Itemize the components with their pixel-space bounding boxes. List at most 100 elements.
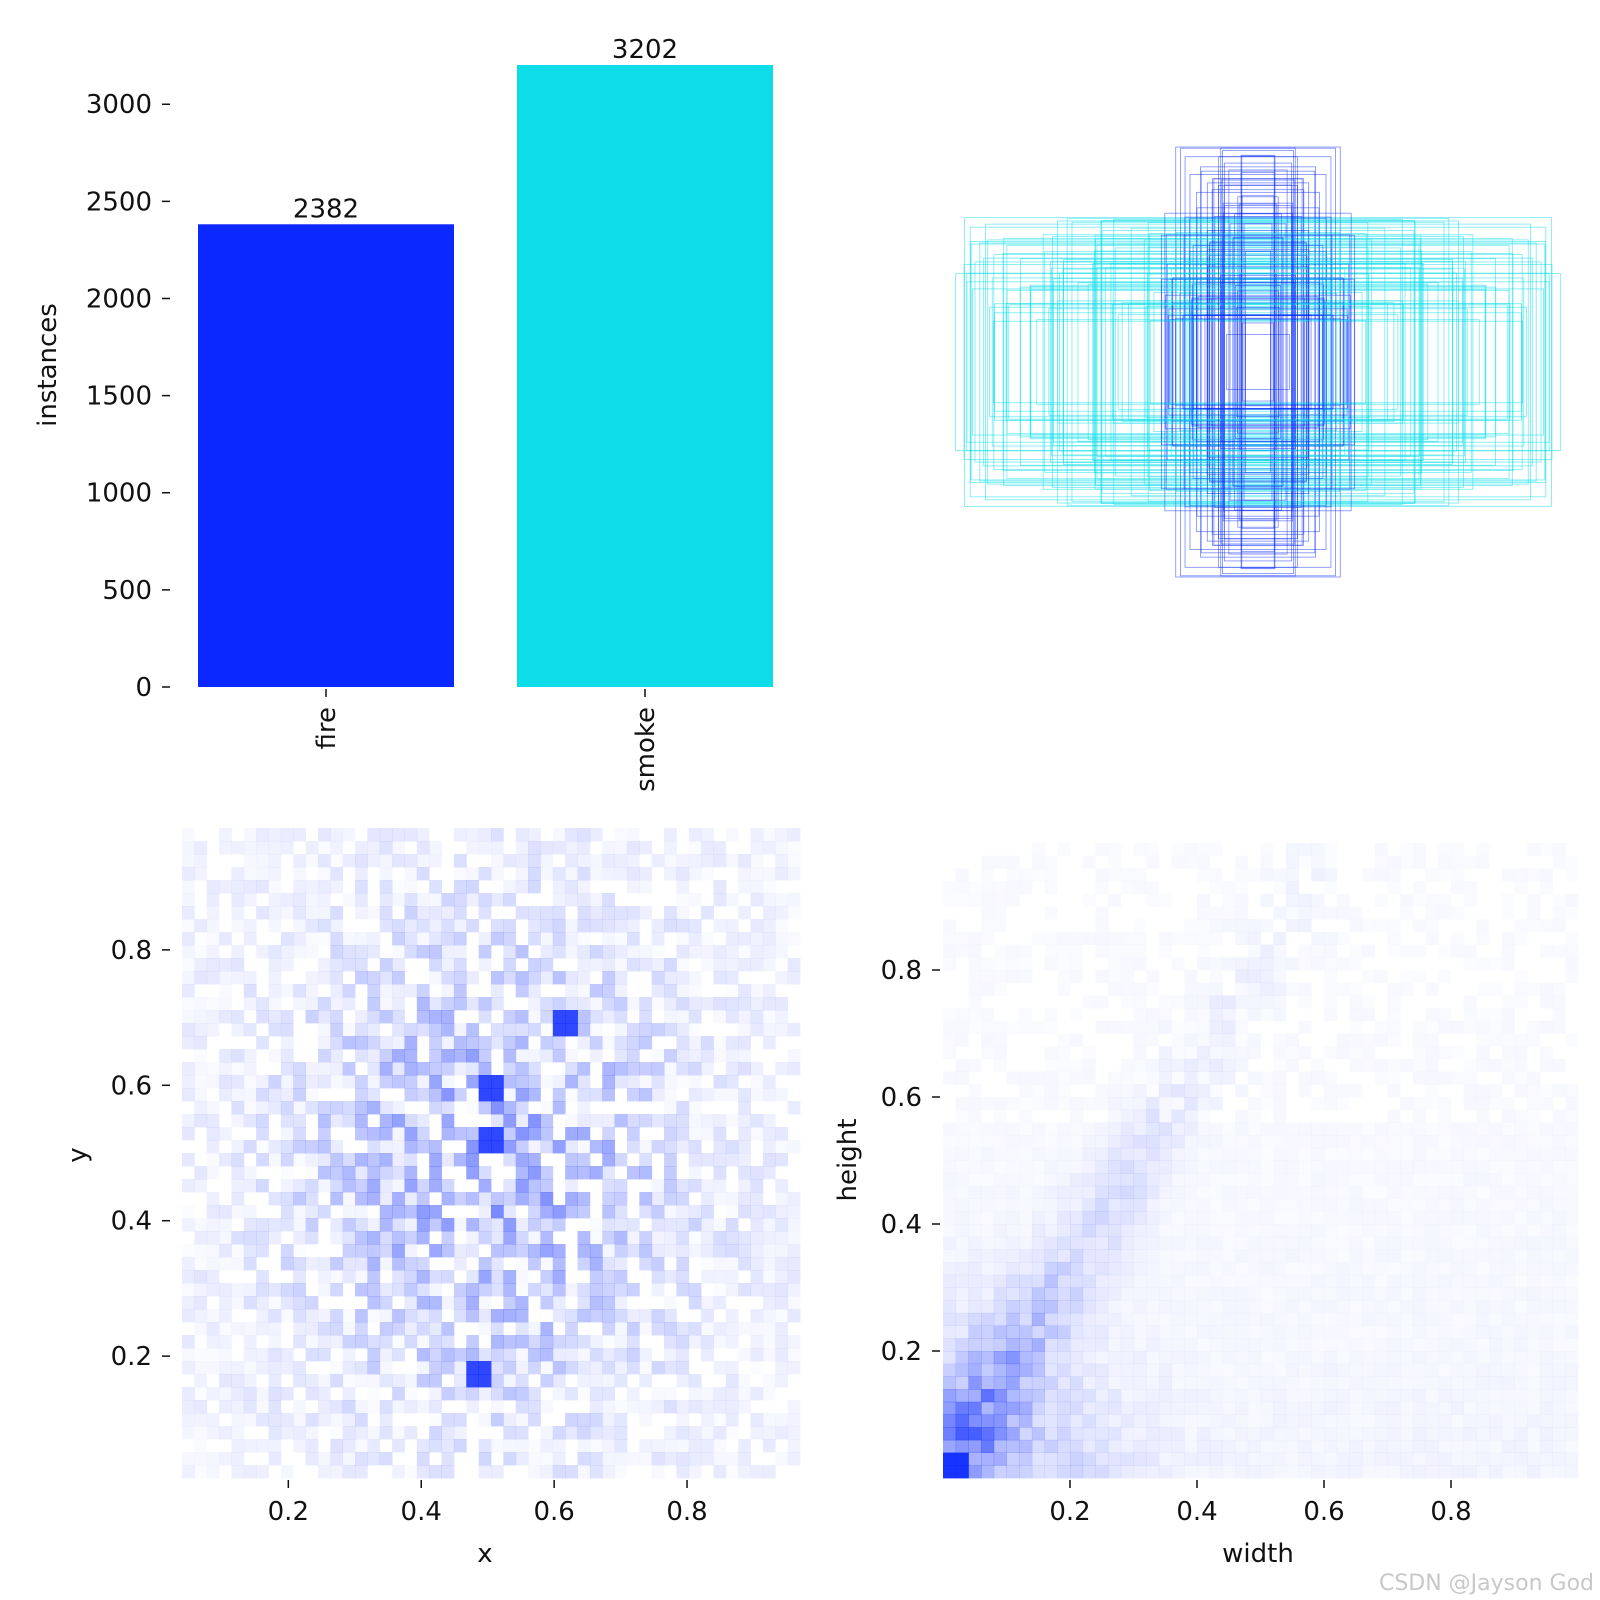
wh-cell — [1552, 1389, 1566, 1403]
xy-ytick-label: 0.6 — [111, 1071, 152, 1101]
xy-cell — [614, 997, 628, 1011]
wh-cell — [1045, 1122, 1058, 1135]
wh-cell — [1527, 1021, 1540, 1034]
wh-cell — [1108, 1110, 1121, 1123]
xy-cell — [392, 854, 405, 868]
wh-cell — [1273, 1262, 1286, 1275]
xy-cell — [676, 880, 690, 894]
wh-cell — [1057, 1224, 1071, 1238]
wh-cell — [1146, 1224, 1160, 1238]
wh-cell — [993, 1389, 1007, 1403]
xy-cell — [343, 1192, 356, 1205]
wh-cell — [1362, 1034, 1375, 1047]
xy-cell — [491, 1283, 504, 1297]
xy-cell — [367, 1361, 381, 1375]
xy-cell — [651, 971, 665, 985]
wh-cell — [1133, 1439, 1147, 1453]
xy-cell — [515, 1400, 529, 1414]
xy-cell — [503, 1179, 517, 1193]
xy-cell — [589, 1140, 603, 1154]
xy-cell — [256, 1283, 269, 1297]
xy-cell — [256, 1439, 269, 1453]
wh-cell — [1438, 1364, 1451, 1377]
xy-cell — [626, 1309, 640, 1323]
wh-cell — [1311, 1452, 1325, 1466]
wh-cell — [1299, 1072, 1312, 1085]
xy-cell — [429, 1413, 442, 1426]
wh-cell — [1197, 919, 1210, 932]
wh-cell — [1362, 1389, 1376, 1403]
wh-cell — [1349, 1173, 1362, 1186]
xy-cell — [268, 1140, 282, 1154]
wh-cell — [1489, 1148, 1502, 1161]
wh-cell — [1184, 1033, 1198, 1047]
xy-cell — [231, 919, 244, 932]
wh-cell — [1337, 1199, 1350, 1212]
xy-cell — [342, 1231, 356, 1245]
wh-cell — [1222, 1300, 1236, 1314]
wh-cell — [1565, 868, 1578, 881]
xy-cell — [775, 1244, 789, 1258]
wh-cell — [1209, 1376, 1223, 1390]
wh-cell — [1311, 1186, 1324, 1199]
xy-cell — [738, 1192, 751, 1206]
xy-cell — [676, 1413, 690, 1427]
wh-cell — [1426, 1161, 1439, 1174]
wh-cell — [1527, 1211, 1540, 1224]
wh-cell — [1209, 1058, 1223, 1072]
xy-cell — [738, 1452, 751, 1466]
wh-cell — [1120, 1338, 1134, 1352]
wh-cell — [1553, 1021, 1566, 1034]
xy-cell — [330, 1400, 344, 1414]
wh-cell — [1388, 919, 1401, 932]
xy-cell — [664, 1270, 677, 1284]
wh-cell — [1324, 1465, 1338, 1479]
wh-cell — [1565, 1034, 1578, 1047]
xy-cell — [355, 906, 368, 920]
wh-cell — [1171, 1439, 1185, 1453]
wh-cell — [1261, 1249, 1274, 1262]
wh-cell — [1362, 1415, 1375, 1428]
xy-cell — [453, 854, 467, 868]
wh-cell — [981, 907, 994, 920]
xy-cell — [701, 1413, 714, 1427]
wh-cell — [1565, 1110, 1578, 1123]
wh-cell — [1553, 1224, 1566, 1237]
wh-cell — [994, 957, 1007, 970]
wh-cell — [1552, 1376, 1566, 1390]
wh-cell — [1273, 906, 1287, 920]
wh-cell — [1286, 1186, 1299, 1199]
xy-cell — [441, 1439, 455, 1453]
xy-cell — [317, 1335, 331, 1349]
wh-cell — [1336, 1389, 1350, 1403]
wh-cell — [1349, 945, 1362, 958]
xy-cell — [664, 1114, 677, 1128]
wh-cell — [1019, 1414, 1033, 1428]
wh-cell — [1019, 1122, 1032, 1135]
wh-cell — [1362, 1274, 1376, 1288]
bbox-smoke — [963, 264, 1553, 460]
wh-cell — [1019, 1148, 1032, 1161]
xy-cell — [317, 1166, 331, 1180]
wh-cell — [1031, 1376, 1045, 1390]
wh-cell — [1400, 1439, 1414, 1453]
xy-cell — [528, 1322, 541, 1336]
wh-cell — [1209, 1033, 1223, 1047]
xy-cell — [293, 1101, 306, 1114]
wh-cell — [1222, 1439, 1236, 1453]
wh-cell — [1158, 1389, 1172, 1403]
xy-cell — [280, 1413, 294, 1427]
xy-cell — [577, 997, 591, 1011]
wh-cell — [1299, 1364, 1312, 1377]
xy-cell — [182, 1270, 195, 1284]
wh-cell — [955, 1389, 969, 1403]
xy-cell — [305, 1374, 319, 1388]
wh-cell — [1158, 1058, 1172, 1072]
wh-cell — [1400, 1415, 1413, 1428]
xy-cell — [763, 1010, 776, 1023]
wh-cell — [1565, 1288, 1578, 1301]
wh-cell — [1502, 1008, 1515, 1021]
wh-cell — [1171, 1084, 1185, 1098]
xy-cell — [503, 1283, 517, 1297]
xy-cell — [330, 1426, 343, 1439]
